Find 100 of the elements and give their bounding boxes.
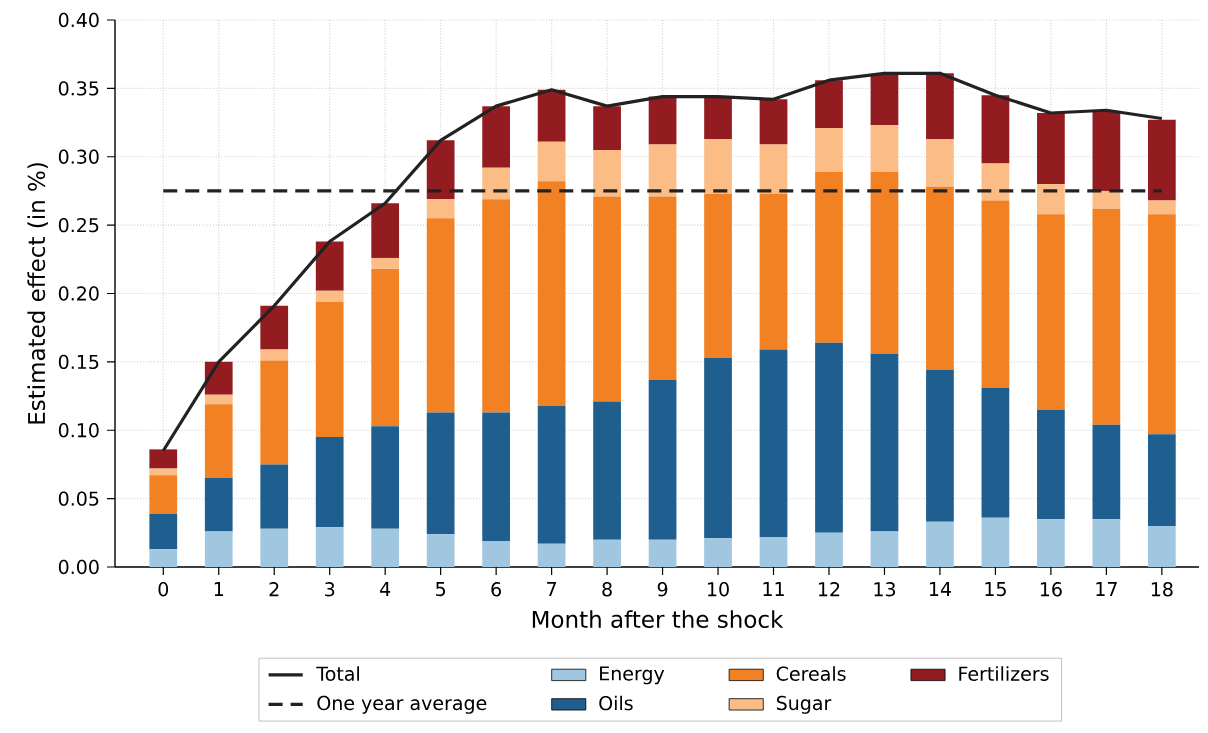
bar: [981, 517, 1010, 567]
bar: [426, 412, 455, 535]
bar: [1092, 190, 1121, 209]
bar: [149, 549, 178, 567]
bar: [870, 531, 899, 567]
y-tick-label: 0.05: [58, 491, 99, 506]
bar: [926, 521, 954, 567]
legend-label: Cereals: [776, 666, 846, 681]
bar: [204, 531, 233, 567]
y-tick-label: 0.10: [58, 423, 99, 438]
x-tick-label: 3: [325, 582, 335, 597]
bar: [1092, 424, 1121, 520]
bar: [648, 539, 677, 567]
y-tick-label: 0.20: [58, 286, 99, 301]
bar: [926, 186, 954, 371]
bar: [315, 290, 344, 302]
x-tick-label: 14: [929, 582, 951, 596]
bar: [981, 95, 1010, 164]
legend-label: Fertilizers: [959, 666, 1049, 681]
bar: [426, 199, 455, 219]
bar: [149, 513, 178, 550]
legend-label: Sugar: [776, 695, 832, 714]
x-tick-label: 12: [819, 582, 840, 597]
x-tick-label: 13: [874, 582, 896, 597]
bar: [593, 401, 621, 540]
bar: [704, 96, 732, 139]
bar: [593, 539, 621, 567]
bar: [482, 167, 510, 200]
x-tick-label: 15: [985, 582, 1006, 597]
bar: [260, 305, 289, 350]
bar: [204, 394, 233, 405]
y-axis-title: Estimated effect (in %): [27, 163, 48, 424]
x-tick-label: 0: [158, 582, 169, 597]
bar: [371, 257, 400, 269]
bar: [260, 528, 289, 567]
x-tick-label: 18: [1151, 582, 1173, 597]
bar: [260, 464, 289, 529]
x-tick-label: 16: [1040, 582, 1062, 597]
bar: [704, 538, 732, 567]
x-tick-label: 9: [657, 582, 668, 597]
bar: [315, 301, 344, 438]
line-series: [161, 71, 1164, 453]
bar: [648, 379, 677, 540]
bar: [1037, 214, 1065, 410]
bar: [537, 141, 566, 182]
bar: [315, 437, 344, 528]
bar: [1092, 519, 1121, 567]
bar: [315, 241, 344, 291]
legend-label: Total: [316, 666, 359, 681]
x-tick-label: 10: [708, 582, 729, 597]
bar: [926, 138, 954, 187]
bar: [981, 387, 1010, 518]
x-axis-title: Month after the shock: [532, 610, 784, 628]
bar: [204, 361, 233, 395]
bar: [371, 426, 400, 529]
bar: [537, 543, 566, 567]
bar: [1147, 119, 1176, 201]
bar: [1147, 525, 1176, 567]
bar: [482, 541, 510, 567]
bar: [1147, 200, 1176, 215]
x-tick-label: 8: [602, 582, 612, 597]
x-tick-label: 11: [763, 582, 784, 596]
bar: [1092, 208, 1121, 425]
bar: [926, 370, 954, 522]
bar: [870, 74, 899, 126]
bar: [815, 342, 843, 533]
x-tick-label: 6: [491, 582, 501, 597]
bar: [537, 405, 566, 544]
bar: [815, 171, 843, 343]
bar: [759, 144, 788, 194]
bar: [426, 534, 455, 567]
bar: [815, 128, 843, 172]
bar: [1037, 409, 1065, 520]
bar: [593, 196, 621, 402]
bar: [482, 199, 510, 413]
bar: [149, 475, 178, 514]
bar: [149, 449, 178, 469]
bar: [759, 349, 788, 537]
bar: [815, 80, 843, 129]
x-tick-label: 7: [547, 582, 557, 596]
bar: [704, 357, 732, 539]
bar: [981, 200, 1010, 388]
y-tick-label: 0.35: [58, 81, 99, 96]
legend-label: Energy: [600, 666, 665, 685]
bar: [593, 106, 621, 150]
bar: [759, 536, 788, 567]
y-tick-label: 0.40: [58, 12, 99, 28]
bar: [1147, 434, 1176, 526]
bar: [1037, 519, 1065, 567]
x-tick-label: 5: [436, 582, 446, 597]
y-tick-label: 0.00: [58, 559, 99, 575]
bar: [1147, 214, 1176, 435]
bar: [593, 149, 621, 197]
legend-label: One year average: [317, 695, 487, 714]
bar: [482, 412, 510, 542]
y-tick-label: 0.15: [58, 354, 99, 370]
bar: [1037, 184, 1065, 215]
bar: [759, 193, 788, 350]
bar: [204, 404, 233, 479]
bar: [1092, 111, 1121, 191]
